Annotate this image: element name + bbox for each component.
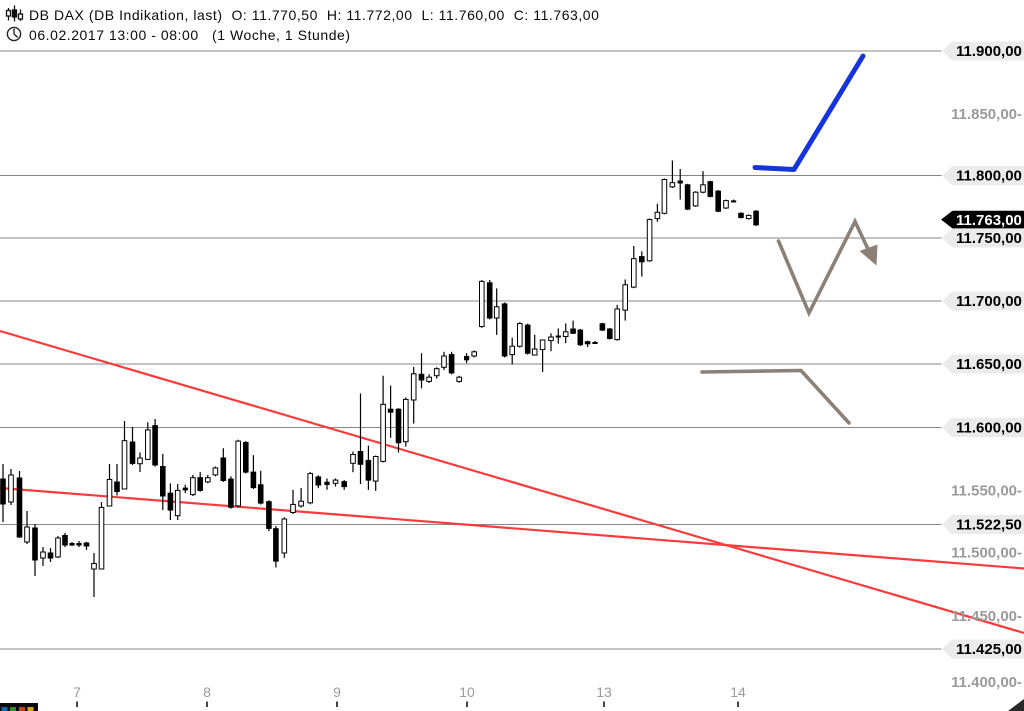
svg-text:11.700,00: 11.700,00 xyxy=(956,293,1022,310)
svg-text:7: 7 xyxy=(73,684,81,700)
svg-text:11.400,00-: 11.400,00- xyxy=(951,674,1022,691)
svg-text:11.850,00-: 11.850,00- xyxy=(951,106,1022,123)
svg-text:11.750,00: 11.750,00 xyxy=(956,230,1022,247)
svg-text:11.900,00: 11.900,00 xyxy=(956,43,1022,60)
svg-text:11.600,00: 11.600,00 xyxy=(956,420,1022,437)
svg-text:14: 14 xyxy=(730,684,746,700)
svg-text:13: 13 xyxy=(596,684,612,700)
svg-text:11.650,00: 11.650,00 xyxy=(956,356,1022,373)
svg-text:11.522,50: 11.522,50 xyxy=(956,517,1022,534)
svg-text:9: 9 xyxy=(333,684,341,700)
svg-text:10: 10 xyxy=(459,684,475,700)
svg-text:8: 8 xyxy=(203,684,211,700)
svg-text:11.800,00: 11.800,00 xyxy=(956,168,1022,185)
svg-text:11.500,00-: 11.500,00- xyxy=(951,545,1022,562)
svg-text:11.425,00: 11.425,00 xyxy=(956,641,1022,658)
svg-text:11.450,00-: 11.450,00- xyxy=(951,608,1022,625)
svg-text:11.763,00: 11.763,00 xyxy=(956,212,1022,229)
svg-text:11.550,00-: 11.550,00- xyxy=(951,483,1022,500)
